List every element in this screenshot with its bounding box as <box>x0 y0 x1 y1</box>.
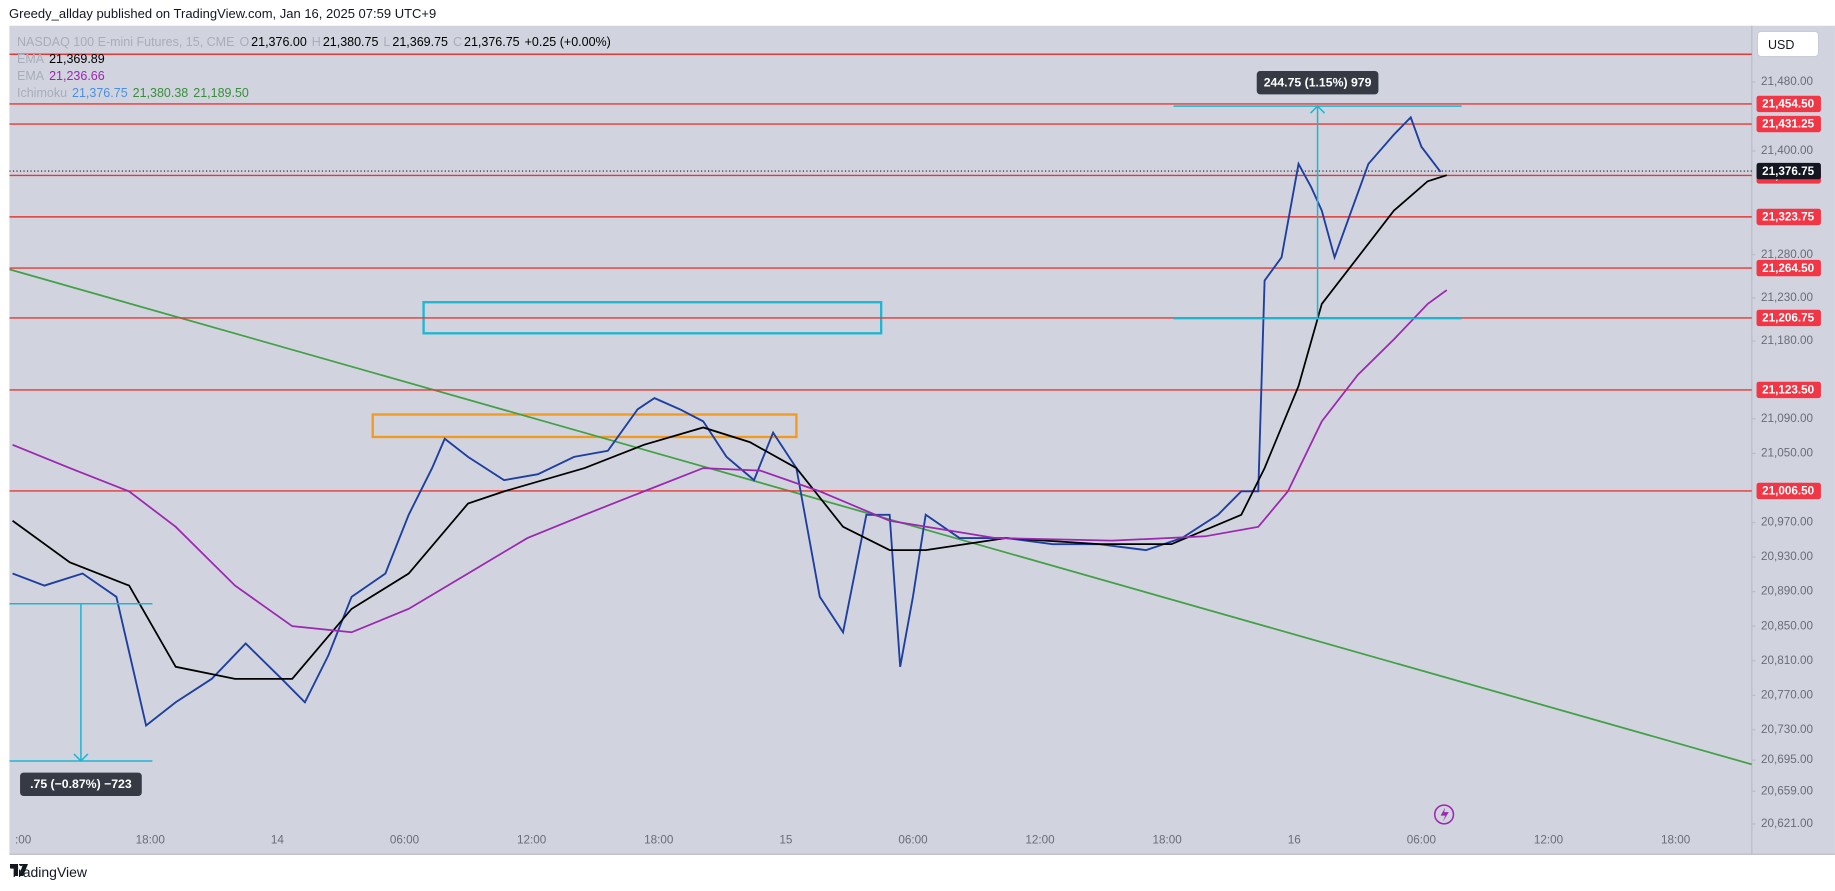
y-tick-label: 20,730.00 <box>1761 723 1813 736</box>
measure-label-bg <box>1256 70 1379 95</box>
level-label-bg <box>1756 309 1821 327</box>
current-price-label: 21,376.75 <box>1762 165 1814 178</box>
x-tick-label: 18:00 <box>1661 833 1691 846</box>
level-label-bg <box>1756 381 1821 399</box>
measure-label-bg <box>20 772 142 797</box>
y-tick-label: 21,050.00 <box>1761 446 1813 459</box>
y-tick-label: 21,480.00 <box>1761 75 1813 88</box>
y-tick-label: 20,890.00 <box>1761 585 1813 598</box>
level-label: 21,431.25 <box>1762 118 1814 131</box>
level-label: 21,454.50 <box>1762 98 1814 111</box>
y-tick-label: 20,770.00 <box>1761 688 1813 701</box>
x-tick-label: 18:00 <box>1153 833 1183 846</box>
x-tick-label: :00 <box>15 833 32 846</box>
y-tick-label: 21,090.00 <box>1761 412 1813 425</box>
zone-box <box>371 413 798 439</box>
indicator-value: 21,380.38 <box>132 86 189 100</box>
publish-info: Greedy_allday published on TradingView.c… <box>9 6 437 21</box>
legend-row: NASDAQ 100 E-mini Futures, 15, CME O 21,37… <box>17 34 616 51</box>
series-line <box>12 174 1448 680</box>
level-label-bg <box>1756 95 1821 113</box>
legend-row: EMA 21,236.66 <box>17 68 616 85</box>
x-tick-label: 15 <box>779 833 793 846</box>
overlay: :00 18:00 14 06:00 12:00 18:00 15 06:00 12:00 18:… <box>15 75 1821 846</box>
x-tick-label: 12:00 <box>1534 833 1564 846</box>
level-label-bg <box>1756 259 1821 277</box>
ohlc-value: 21,380.75 <box>322 35 379 49</box>
symbol: NASDAQ 100 E-mini Futures, 15, CME <box>17 35 235 49</box>
x-tick-label: 14 <box>271 833 285 846</box>
y-tick-label: 21,400.00 <box>1761 144 1813 157</box>
alert-icon[interactable] <box>1433 804 1455 825</box>
y-tick-label: 21,180.00 <box>1761 334 1813 347</box>
indicator-name: EMA <box>17 52 45 66</box>
indicator-value: 21,189.50 <box>193 86 249 100</box>
current-price-bg <box>1756 162 1821 180</box>
change: +0.25 (+0.00%) <box>524 35 611 49</box>
x-tick-label: 06:00 <box>898 833 928 846</box>
level-label-bg <box>1756 115 1821 133</box>
brand: TradingView <box>10 864 88 880</box>
measure-label: 244.75 (1.15%) 979 <box>1264 76 1372 90</box>
plot-area <box>9 25 1752 855</box>
indicator-name: Ichimoku <box>17 86 68 100</box>
indicator-value: 21,369.89 <box>49 52 105 66</box>
legend-row: EMA 21,369.89 <box>17 51 616 68</box>
series-line <box>12 289 1448 634</box>
measure-label: .75 (−0.87%) −723 <box>30 777 132 791</box>
y-tick-label: 20,695.00 <box>1761 753 1813 766</box>
measure-arrow <box>1310 105 1326 114</box>
y-tick-label: 21,280.00 <box>1761 248 1813 261</box>
level-label: 21,006.50 <box>1762 485 1814 498</box>
y-tick-label: 20,930.00 <box>1761 550 1813 563</box>
ohlc-value: 21,376.00 <box>251 35 307 49</box>
ohlc-value: 21,376.75 <box>464 35 520 49</box>
y-tick-label: 20,970.00 <box>1761 516 1813 529</box>
x-tick-label: 18:00 <box>136 833 166 846</box>
level-label: 21,206.75 <box>1762 312 1814 325</box>
y-tick-label: 21,230.00 <box>1761 291 1813 304</box>
level-label-bg <box>1756 208 1821 226</box>
footer: TradingView <box>10 864 87 880</box>
ohlc-key: L <box>383 35 391 49</box>
ohlc-key: C <box>452 35 463 49</box>
legend: NASDAQ 100 E-mini Futures, 15, CME O 21,37… <box>17 34 616 102</box>
y-tick-label: 20,810.00 <box>1761 654 1813 667</box>
legend-row: Ichimoku 21,376.75 21,380.38 21,189.50 <box>17 85 616 102</box>
x-tick-label: 06:00 <box>1407 833 1437 846</box>
brand-logo <box>10 864 28 876</box>
ohlc-key: O <box>239 35 250 49</box>
y-tick-label: 20,850.00 <box>1761 619 1813 632</box>
x-tick-label: 12:00 <box>1025 833 1055 846</box>
ohlc-key: H <box>311 35 321 49</box>
indicator-value: 21,236.66 <box>49 69 105 83</box>
level-label: 21,123.50 <box>1762 384 1814 397</box>
currency-button[interactable]: USD <box>1757 31 1819 57</box>
x-tick-label: 12:00 <box>517 833 547 846</box>
x-tick-label: 16 <box>1288 833 1301 846</box>
x-tick-label: 18:00 <box>644 833 674 846</box>
measure-arrow <box>73 753 89 763</box>
level-label-bg <box>1756 482 1821 500</box>
x-tick-label: 06:00 <box>390 833 420 846</box>
indicator-name: EMA <box>17 69 45 83</box>
level-label: 21,264.50 <box>1762 262 1814 275</box>
ohlc-value: 21,369.75 <box>392 35 448 49</box>
plot: 244.75 (1.15%) 979 .75 (−0.87%) −723 <box>9 53 1752 797</box>
y-tick-label: 20,621.00 <box>1761 817 1813 830</box>
alert-icon <box>1440 807 1449 822</box>
level-label: 21,323.75 <box>1762 211 1814 224</box>
indicator-value: 21,376.75 <box>72 86 128 100</box>
y-tick-label: 20,659.00 <box>1761 784 1813 797</box>
